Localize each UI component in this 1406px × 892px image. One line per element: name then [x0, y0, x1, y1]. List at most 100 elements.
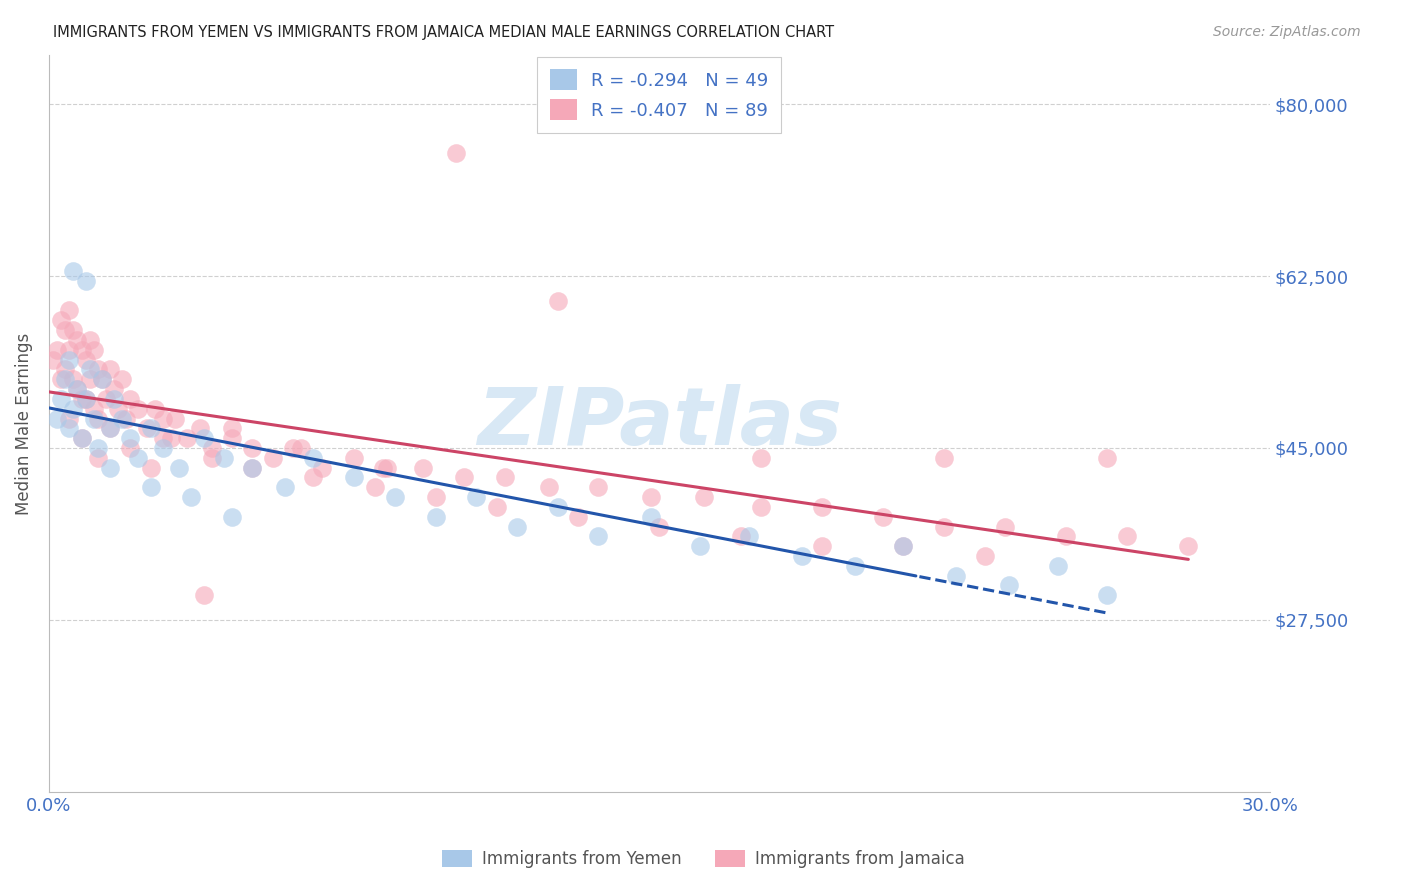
Point — [120, 392, 142, 406]
Point — [115, 411, 138, 425]
Point — [738, 529, 761, 543]
Point — [893, 539, 915, 553]
Point — [425, 509, 447, 524]
Point — [221, 509, 243, 524]
Point — [453, 470, 475, 484]
Point — [193, 431, 215, 445]
Point — [262, 450, 284, 465]
Point — [465, 490, 488, 504]
Point — [107, 401, 129, 416]
Point — [143, 401, 166, 416]
Point — [87, 450, 110, 465]
Point — [640, 509, 662, 524]
Point — [363, 480, 385, 494]
Point — [934, 519, 956, 533]
Point — [58, 411, 80, 425]
Point — [1177, 539, 1199, 553]
Point — [98, 421, 121, 435]
Point — [221, 421, 243, 435]
Point — [444, 146, 467, 161]
Point — [567, 509, 589, 524]
Point — [75, 352, 97, 367]
Point — [193, 588, 215, 602]
Point — [90, 372, 112, 386]
Point — [749, 450, 772, 465]
Point — [75, 392, 97, 406]
Point — [893, 539, 915, 553]
Point — [165, 411, 187, 425]
Legend: Immigrants from Yemen, Immigrants from Jamaica: Immigrants from Yemen, Immigrants from J… — [434, 843, 972, 875]
Point — [188, 421, 211, 435]
Text: ZIPatlas: ZIPatlas — [477, 384, 842, 462]
Point — [790, 549, 813, 563]
Point — [167, 460, 190, 475]
Point — [506, 519, 529, 533]
Point — [111, 411, 134, 425]
Point — [46, 411, 69, 425]
Point — [485, 500, 508, 514]
Point — [425, 490, 447, 504]
Point — [152, 441, 174, 455]
Point — [201, 450, 224, 465]
Point — [83, 401, 105, 416]
Point — [588, 480, 610, 494]
Point — [139, 421, 162, 435]
Point — [302, 450, 325, 465]
Point — [730, 529, 752, 543]
Point — [538, 480, 561, 494]
Point — [547, 293, 569, 308]
Point — [90, 372, 112, 386]
Point — [201, 441, 224, 455]
Point — [281, 441, 304, 455]
Text: Source: ZipAtlas.com: Source: ZipAtlas.com — [1213, 25, 1361, 39]
Point — [70, 431, 93, 445]
Point — [62, 401, 84, 416]
Point — [176, 431, 198, 445]
Point — [79, 333, 101, 347]
Point — [120, 431, 142, 445]
Point — [70, 431, 93, 445]
Point — [945, 568, 967, 582]
Point — [811, 500, 834, 514]
Point — [83, 411, 105, 425]
Point — [844, 558, 866, 573]
Point — [87, 411, 110, 425]
Point — [872, 509, 894, 524]
Point — [66, 382, 89, 396]
Point — [139, 460, 162, 475]
Point — [343, 450, 366, 465]
Point — [180, 490, 202, 504]
Point — [494, 470, 516, 484]
Point — [375, 460, 398, 475]
Point — [103, 392, 125, 406]
Point — [98, 460, 121, 475]
Point — [98, 362, 121, 376]
Point — [62, 323, 84, 337]
Point — [1095, 450, 1118, 465]
Point — [66, 382, 89, 396]
Point — [302, 470, 325, 484]
Point — [98, 421, 121, 435]
Point — [94, 392, 117, 406]
Point — [384, 490, 406, 504]
Point — [311, 460, 333, 475]
Point — [242, 441, 264, 455]
Point — [934, 450, 956, 465]
Point — [79, 372, 101, 386]
Point — [75, 392, 97, 406]
Point — [128, 401, 150, 416]
Point — [152, 411, 174, 425]
Point — [274, 480, 297, 494]
Point — [693, 490, 716, 504]
Point — [212, 450, 235, 465]
Point — [58, 303, 80, 318]
Point — [70, 343, 93, 357]
Point — [79, 362, 101, 376]
Point — [242, 460, 264, 475]
Point — [53, 323, 76, 337]
Point — [998, 578, 1021, 592]
Point — [87, 362, 110, 376]
Point — [103, 382, 125, 396]
Point — [87, 441, 110, 455]
Point — [58, 421, 80, 435]
